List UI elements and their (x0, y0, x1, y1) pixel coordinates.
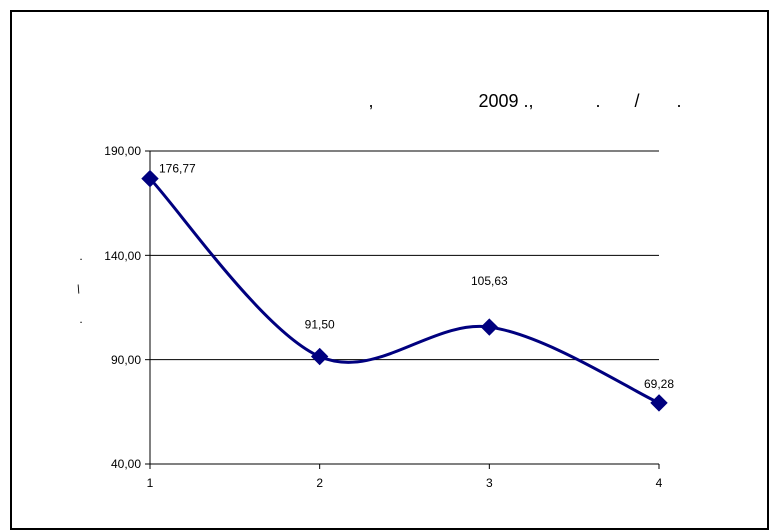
x-tick-label: 3 (486, 476, 493, 490)
data-point-marker (310, 347, 329, 366)
series-line (148, 177, 660, 405)
x-tick-label: 1 (147, 476, 154, 490)
data-label: 69,28 (644, 377, 674, 391)
y-tick-label: 190,00 (104, 144, 141, 158)
data-label: 105,63 (471, 274, 508, 288)
chart-frame (10, 10, 769, 530)
line-chart: , 2009 ., . / . . / . 190,00 140,00 90,0… (75, 91, 682, 490)
y-tick-label: 90,00 (111, 353, 141, 367)
chart-title-part: 2009 ., (478, 91, 533, 111)
data-point-marker (650, 394, 668, 412)
x-tick-label: 2 (316, 476, 323, 490)
data-label: 176,77 (159, 162, 196, 176)
data-point-marker (480, 318, 499, 336)
y-tick-label: 40,00 (111, 457, 141, 471)
y-axis-label-part: . (79, 312, 82, 326)
chart-title-part: . (676, 91, 681, 111)
chart-title-part: / (634, 91, 639, 111)
chart-title-part: . (595, 91, 600, 111)
y-tick-label: 140,00 (104, 249, 141, 263)
data-point-marker (141, 169, 159, 188)
y-axis-label-part: / (75, 282, 84, 297)
x-tick-label: 4 (656, 476, 663, 490)
chart-title-part: , (368, 91, 373, 111)
y-axis-label-part: . (79, 249, 82, 263)
data-label: 91,50 (305, 318, 335, 332)
